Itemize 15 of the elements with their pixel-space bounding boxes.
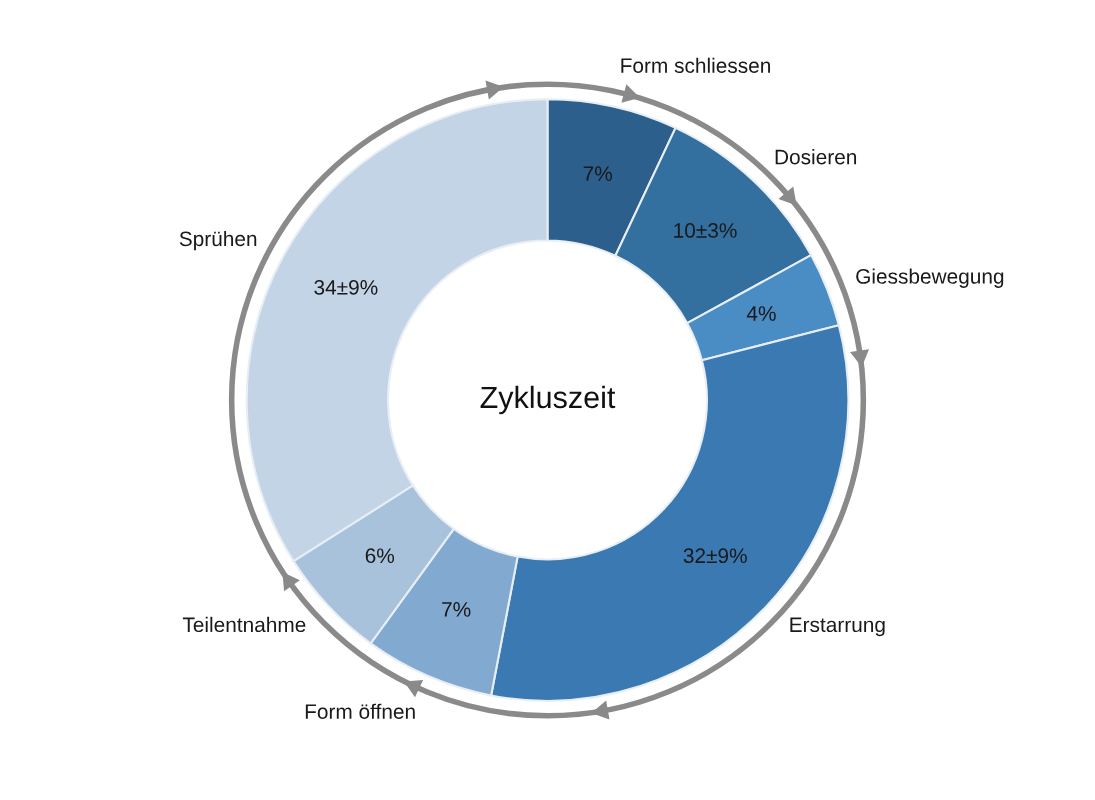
slice-label: Sprühen	[179, 230, 257, 251]
slice-label: Dosieren	[775, 149, 857, 165]
text: Zykluszeit	[480, 385, 616, 415]
data-label: 10±3%	[674, 223, 737, 238]
slice-label: Erstarrung	[790, 617, 885, 637]
slice-label: Form öffnen	[305, 703, 415, 719]
data-label: 7%	[583, 166, 613, 181]
data-label: 32±9%	[683, 548, 747, 564]
data-label: 34±9%	[314, 279, 378, 295]
slice-label: Giessbewegung	[856, 268, 1004, 288]
slice-label: Teilentnahme	[182, 616, 306, 633]
data-label: 4%	[746, 306, 776, 321]
slice-label: Form schliessen	[621, 57, 770, 73]
data-label: 6%	[365, 548, 395, 564]
data-label: 7%	[442, 602, 471, 617]
